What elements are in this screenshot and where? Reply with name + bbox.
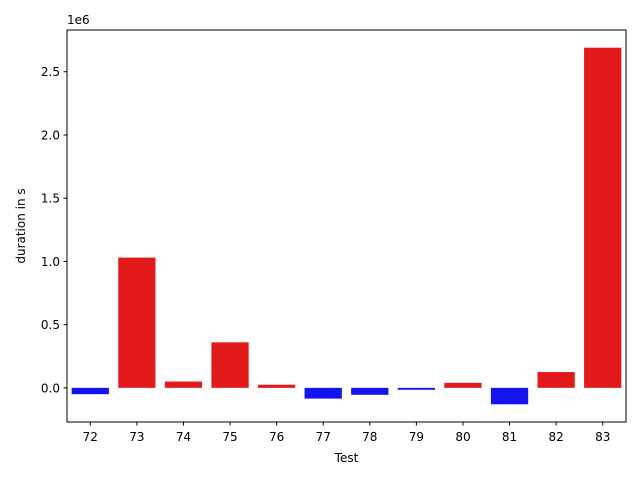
y-tick-label: 1.0 — [41, 255, 60, 269]
x-tick-label: 77 — [316, 430, 331, 444]
y-tick-label: 0.5 — [41, 318, 60, 332]
x-tick-label: 81 — [502, 430, 517, 444]
x-axis-label: Test — [334, 451, 359, 465]
bar-80 — [444, 382, 482, 388]
y-tick-label: 0.0 — [41, 381, 60, 395]
bars-layer — [71, 47, 622, 405]
x-tick-label: 79 — [409, 430, 424, 444]
plot-frame — [66, 29, 627, 423]
x-axis: 72 73 74 75 76 77 78 79 80 81 82 83 — [83, 422, 610, 444]
bar-74 — [164, 381, 203, 388]
bar-72 — [71, 387, 109, 395]
y-axis: 0.0 0.5 1.0 1.5 2.0 2.5 — [41, 65, 67, 395]
x-tick-label: 73 — [129, 430, 144, 444]
y-tick-label: 2.0 — [41, 128, 60, 142]
x-tick-label: 83 — [595, 430, 610, 444]
bar-79 — [397, 387, 436, 390]
x-tick-label: 76 — [269, 430, 284, 444]
bar-78 — [351, 387, 389, 395]
bar-76 — [257, 384, 296, 388]
x-tick-label: 75 — [222, 430, 237, 444]
y-tick-label: 1.5 — [41, 192, 60, 206]
bar-77 — [304, 387, 342, 399]
bar-73 — [118, 257, 156, 388]
bar-83 — [584, 47, 622, 388]
x-tick-label: 74 — [176, 430, 191, 444]
bar-81 — [490, 387, 529, 405]
x-tick-label: 78 — [362, 430, 377, 444]
x-tick-label: 80 — [455, 430, 470, 444]
x-tick-label: 82 — [548, 430, 563, 444]
y-axis-label: duration in s — [14, 188, 28, 263]
x-tick-label: 72 — [83, 430, 98, 444]
bar-75 — [211, 342, 249, 388]
y-tick-label: 2.5 — [41, 65, 60, 79]
bar-82 — [537, 372, 575, 388]
y-offset-label: 1e6 — [67, 13, 90, 27]
